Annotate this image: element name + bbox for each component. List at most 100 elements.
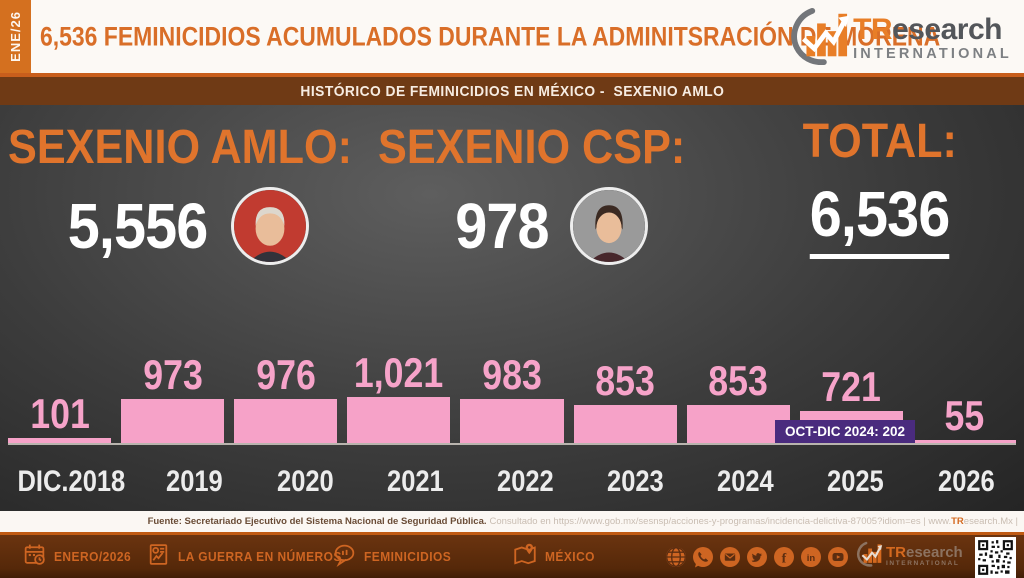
footer-section: LA GUERRA EN NÚMEROS (146, 535, 356, 578)
chart-years: DIC.2018 2019 2020 2021 2022 2023 2024 2025 2026 (8, 465, 1016, 499)
x-axis-label: 2024 (717, 465, 774, 498)
logo-tr: TR (853, 13, 893, 47)
chart-columns: 101 973 976 1,021 983 853 853 721 55 (8, 349, 1016, 443)
logo-text: TResearch INTERNATIONAL (853, 15, 1012, 62)
bar-column: 55 (912, 392, 1016, 443)
bar (573, 405, 677, 443)
stat-sexenio-amlo: SEXENIO AMLO: 5,556 (8, 121, 390, 266)
bar-column: 853 (573, 357, 677, 443)
footer-country-label: MÉXICO (545, 549, 595, 564)
x-axis-label: 2026 (937, 465, 995, 498)
edition-label: ENE/26 (8, 11, 23, 62)
bar-value-label: 853 (708, 357, 768, 405)
chart-logo-icon (789, 7, 851, 70)
whatsapp-icon[interactable] (691, 545, 715, 569)
footer-topic-label: FEMINICIDIOS (364, 549, 452, 564)
x-axis-label: 2025 (827, 465, 885, 498)
bar (8, 438, 112, 443)
tresearch-logo: TResearch INTERNATIONAL (789, 7, 1012, 70)
edition-tag: ENE/26 (0, 0, 31, 73)
logo-rest: esearch (892, 13, 1002, 47)
bar-column: 1,021 (347, 349, 451, 443)
email-icon[interactable] (718, 545, 742, 569)
bar-value-label: 1,021 (354, 349, 444, 397)
stat-value: 5,556 (67, 190, 209, 263)
stat-total: TOTAL: 6,536 (742, 115, 1018, 260)
stat-value: 6,536 (810, 177, 951, 260)
youtube-icon[interactable] (826, 545, 850, 569)
twitter-icon[interactable] (745, 545, 769, 569)
source-brand-tr: TR (951, 516, 964, 527)
website-icon[interactable] (664, 545, 688, 569)
bar-value-label: 983 (482, 351, 542, 399)
bar (347, 397, 451, 443)
stat-label: SEXENIO CSP: (378, 121, 686, 174)
x-axis-label: 2019 (166, 465, 224, 498)
bar (121, 399, 225, 443)
bar-column: 976 (234, 351, 338, 443)
svg-text:in: in (807, 552, 816, 563)
bar-value-label: 721 (821, 363, 882, 411)
bar (912, 440, 1016, 443)
x-axis-label: 2020 (276, 465, 334, 498)
x-axis-label: 2022 (496, 465, 554, 498)
facebook-icon[interactable]: f (772, 545, 796, 569)
footer-logo-rest: esearch (906, 544, 963, 562)
header: 6,536 FEMINICIDIOS ACUMULADOS DURANTE LA… (31, 0, 1024, 73)
stat-value: 978 (455, 190, 549, 263)
x-axis-label: DIC.2018 (17, 465, 126, 498)
stat-sexenio-csp: SEXENIO CSP: 978 (378, 121, 719, 266)
chart-title: HISTÓRICO DE FEMINICIDIOS EN MÉXICO - SE… (300, 82, 724, 100)
bar-column: 101 (8, 390, 112, 443)
footer-topic: FEMINICIDIOS (332, 535, 459, 578)
source-bar: Fuente: Secretariado Ejecutivo del Siste… (0, 511, 1024, 532)
bar (460, 399, 564, 443)
bar-column: 973 (121, 351, 225, 443)
bar-value-label: 973 (142, 351, 203, 399)
logo-subtitle: INTERNATIONAL (853, 46, 1012, 63)
bar (686, 405, 790, 443)
chart-title-banner: HISTÓRICO DE FEMINICIDIOS EN MÉXICO - SE… (0, 77, 1024, 105)
bar-value-label: 976 (255, 351, 316, 399)
social-links: f in (664, 535, 850, 578)
footer-section-label: LA GUERRA EN NÚMEROS (178, 549, 342, 564)
footer-bar: ENERO/2026 LA GUERRA EN NÚMEROS (0, 532, 1024, 578)
stat-label: TOTAL: (802, 115, 958, 168)
annotation-badge: OCT-DIC 2024: 202 (775, 420, 916, 443)
bar-column: 853 (686, 357, 790, 443)
bar (234, 399, 338, 443)
speech-bubble-icon (332, 542, 357, 572)
logo-name: TResearch (853, 15, 1012, 45)
source-text: Fuente: Secretariado Ejecutivo del Siste… (147, 516, 487, 527)
source-brand-rest: esearch.Mx | (963, 516, 1018, 527)
bar-column: 983 (460, 351, 564, 443)
linkedin-icon[interactable]: in (799, 545, 823, 569)
report-chart-icon (146, 542, 171, 572)
footer-logo: TResearch INTERNATIONAL (856, 535, 963, 578)
map-pin-icon (512, 541, 538, 572)
x-axis-label: 2021 (386, 465, 444, 498)
chart-logo-icon (856, 541, 883, 572)
bar-value-label: 101 (29, 390, 90, 438)
chart-baseline (8, 443, 1016, 445)
calendar-icon (22, 542, 47, 572)
main-canvas: SEXENIO AMLO: 5,556 SEXENIO CSP: 978 (0, 105, 1024, 511)
bar-value-label: 853 (595, 357, 655, 405)
footer-logo-tr: TR (886, 544, 906, 562)
stat-label: SEXENIO AMLO: (8, 121, 353, 174)
footer-country: MÉXICO (512, 535, 599, 578)
bar-value-label: 55 (944, 392, 985, 440)
amlo-photo (231, 187, 310, 266)
csp-photo (569, 187, 648, 266)
svg-text:f: f (782, 551, 787, 566)
footer-date-label: ENERO/2026 (54, 549, 132, 564)
footer-logo-subtitle: INTERNATIONAL (886, 560, 960, 568)
footer-logo-name: TResearch (886, 545, 963, 560)
qr-code (975, 537, 1016, 578)
header-divider (0, 73, 1024, 77)
page-title: 6,536 FEMINICIDIOS ACUMULADOS DURANTE LA… (40, 21, 941, 51)
source-url: Consultado en https://www.gob.mx/sesnsp/… (489, 516, 952, 527)
x-axis-label: 2023 (607, 465, 664, 498)
footer-date: ENERO/2026 (22, 535, 138, 578)
